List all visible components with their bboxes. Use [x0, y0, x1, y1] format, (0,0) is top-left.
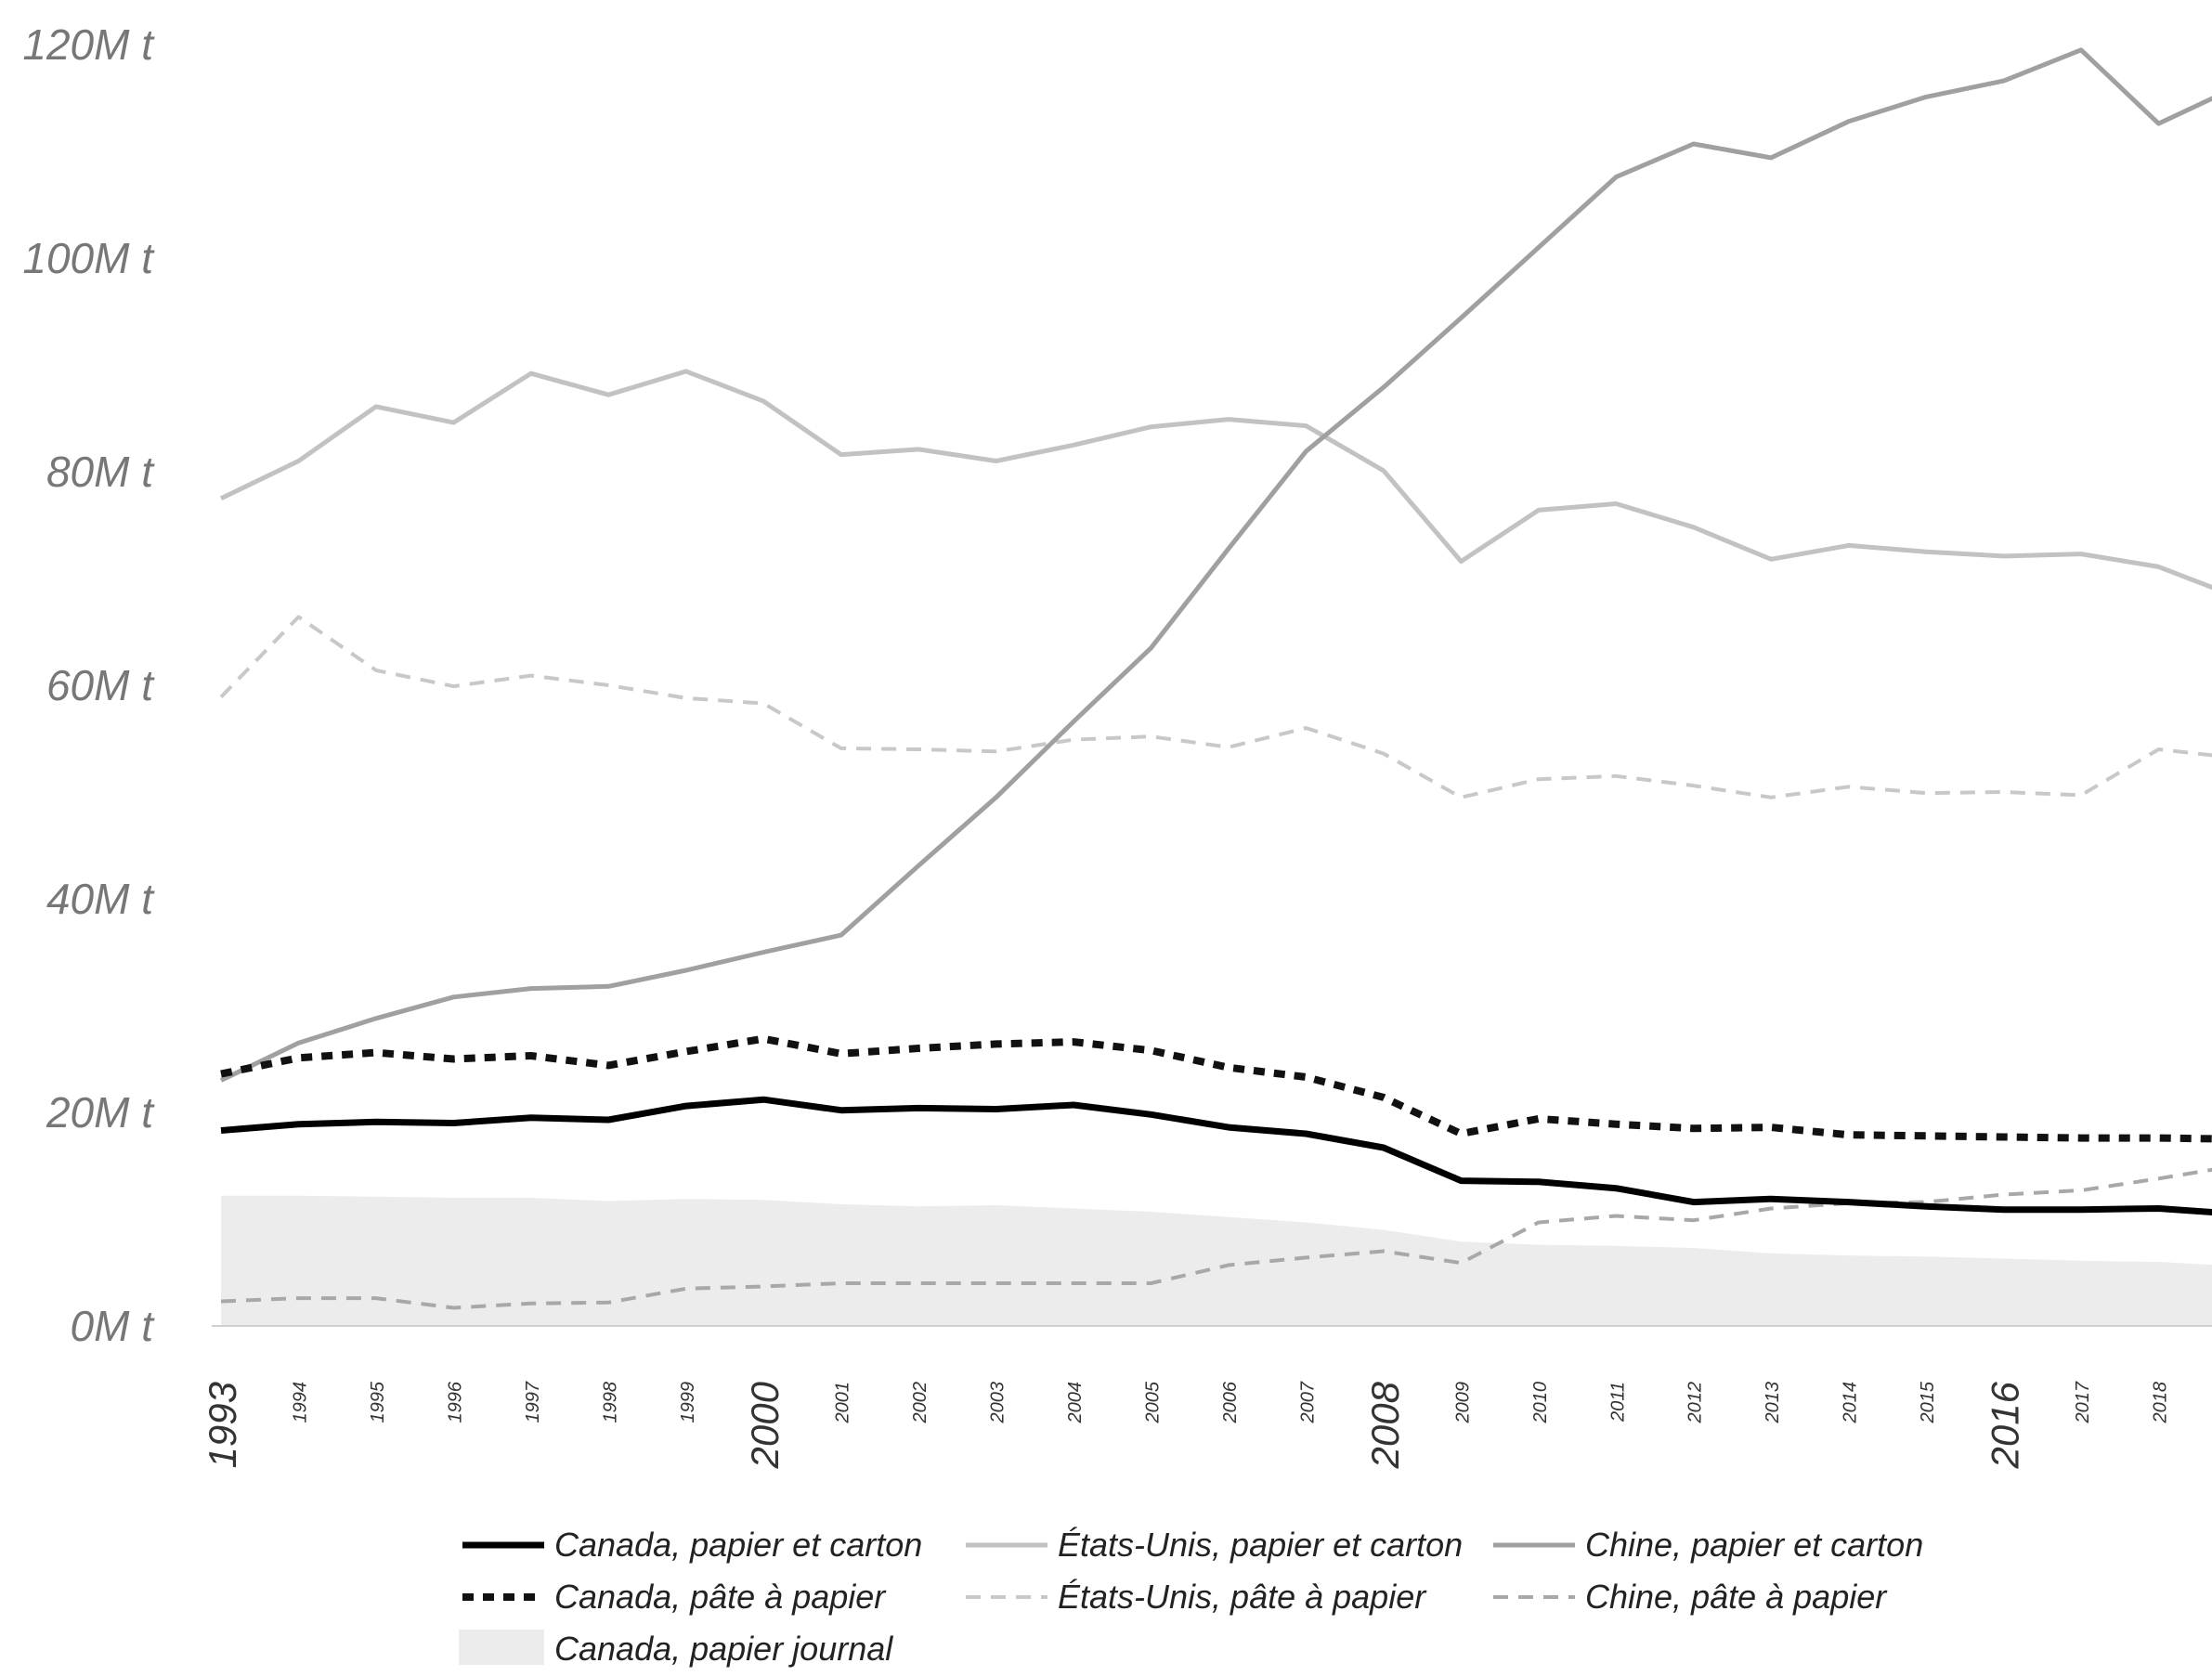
x-tick-label: 1998 — [600, 1382, 620, 1423]
series-line-chine-pate-a-papier — [220, 1167, 2212, 1310]
series-line-canada-papier-et-carton — [220, 1096, 2212, 1216]
y-tick-label: 60M t — [46, 661, 155, 709]
legend-item-chine-papier-et-carton: Chine, papier et carton — [1493, 1526, 1923, 1564]
x-tick-label: 1995 — [368, 1381, 388, 1423]
x-tick-label: 2006 — [1220, 1381, 1241, 1423]
series-line-etats-unis-papier-et-carton — [219, 369, 2212, 591]
x-tick-label: 2011 — [1607, 1382, 1628, 1423]
legend-label: Canada, papier et carton — [554, 1526, 922, 1564]
x-tick-label: 2012 — [1685, 1382, 1706, 1424]
x-tick-label: 1999 — [678, 1382, 698, 1423]
x-tick-label: 2003 — [988, 1382, 1008, 1424]
x-tick-label: 1996 — [445, 1381, 465, 1423]
x-tick-label: 2015 — [1918, 1381, 1938, 1423]
y-tick-label: 100M t — [22, 234, 155, 282]
x-tick-label: 2008 — [1363, 1381, 1407, 1469]
x-tick-label: 1993 — [201, 1382, 244, 1468]
x-axis-ticks: 1993 1994 1995 1996 1997 1998 1999 2000 2001 2002… — [201, 1381, 2171, 1469]
y-tick-label: 80M t — [46, 448, 155, 496]
series-line-etats-unis-pate-a-papier — [219, 615, 2212, 799]
legend-item-canada-pate-a-papier: Canada, pâte à papier — [462, 1578, 887, 1616]
legend-item-canada-papier-et-carton: Canada, papier et carton — [462, 1526, 922, 1564]
x-tick-label: 2017 — [2073, 1381, 2093, 1423]
series-line-canada-pate-a-papier — [220, 1034, 2212, 1143]
y-tick-label: 0M t — [71, 1302, 156, 1350]
x-tick-label: 2009 — [1452, 1382, 1473, 1424]
legend-item-etats-unis-pate-a-papier: États-Unis, pâte à papier — [966, 1578, 1427, 1616]
x-tick-label: 2013 — [1763, 1382, 1783, 1424]
x-tick-label: 2010 — [1530, 1382, 1551, 1424]
x-tick-label: 2001 — [833, 1382, 853, 1424]
legend-label: Canada, pâte à papier — [554, 1578, 887, 1616]
x-tick-label: 1994 — [290, 1382, 310, 1423]
series-area-canada-papier-journal — [221, 1195, 2212, 1326]
y-tick-label: 40M t — [46, 875, 155, 923]
x-tick-label: 2007 — [1297, 1381, 1318, 1423]
legend-label: Canada, papier journal — [554, 1630, 893, 1668]
legend-item-etats-unis-papier-et-carton: États-Unis, papier et carton — [966, 1526, 1463, 1564]
x-tick-label: 2005 — [1143, 1381, 1164, 1423]
series-lines — [219, 47, 2212, 1310]
legend-item-canada-papier-journal: Canada, papier journal — [459, 1630, 893, 1668]
legend-swatch — [459, 1630, 544, 1665]
legend-item-chine-pate-a-papier: Chine, pâte à papier — [1493, 1578, 1888, 1616]
series-line-chine-papier-et-carton — [219, 47, 2212, 1083]
x-tick-label: 1997 — [523, 1381, 543, 1423]
y-axis-ticks: 0M t 20M t 40M t 60M t 80M t 100M t 120M t — [22, 20, 155, 1350]
legend-label: États-Unis, papier et carton — [1058, 1526, 1463, 1564]
legend-label: États-Unis, pâte à papier — [1058, 1578, 1427, 1616]
x-tick-label: 2016 — [1984, 1381, 2027, 1469]
y-tick-label: 120M t — [22, 20, 155, 69]
area-layer — [221, 1195, 2212, 1326]
legend-label: Chine, papier et carton — [1585, 1526, 1923, 1564]
legend-label: Chine, pâte à papier — [1585, 1578, 1888, 1616]
x-tick-label: 2014 — [1841, 1382, 1861, 1424]
x-tick-label: 2000 — [743, 1381, 787, 1469]
x-tick-label: 2002 — [910, 1382, 930, 1424]
x-tick-label: 2004 — [1065, 1382, 1086, 1424]
y-tick-label: 20M t — [46, 1088, 155, 1137]
x-tick-label: 2018 — [2151, 1382, 2171, 1424]
legend: Canada, papier et carton États-Unis, papi… — [459, 1526, 1923, 1668]
